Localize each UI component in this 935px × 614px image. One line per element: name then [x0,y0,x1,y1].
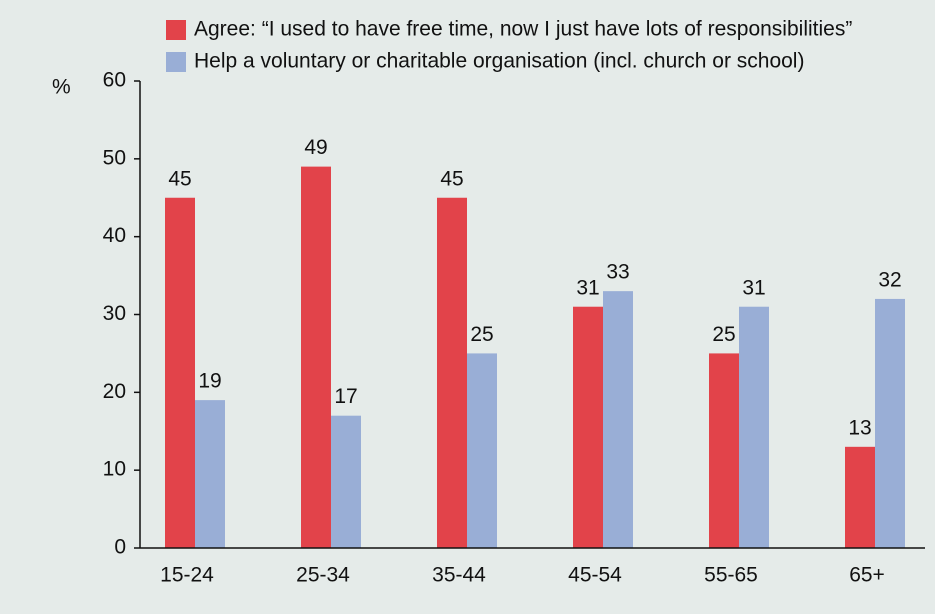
data-label: 25 [712,323,735,346]
data-label: 32 [878,268,901,291]
y-tick-label: 60 [103,69,126,92]
x-tick-label: 45-54 [568,564,622,587]
bar [709,353,739,548]
y-tick-label: 20 [103,380,126,403]
legend-swatch [166,20,186,40]
legend-label: Help a voluntary or charitable organisat… [194,50,804,73]
bar [573,306,603,548]
bar [301,166,331,548]
x-tick-label: 15-24 [160,564,214,587]
data-label: 13 [848,416,871,439]
y-tick-label: 50 [103,146,126,169]
data-label: 45 [168,167,191,190]
y-tick-label: 30 [103,302,126,325]
y-axis-label: % [52,76,71,99]
data-label: 19 [198,370,221,393]
y-tick-label: 40 [103,224,126,247]
bar [165,197,195,548]
bar [739,306,769,548]
y-tick-label: 0 [114,536,126,559]
x-tick-label: 25-34 [296,564,350,587]
data-label: 33 [606,261,629,284]
bar [437,197,467,548]
data-label: 49 [304,136,327,159]
y-tick-label: 10 [103,458,126,481]
bar [845,446,875,548]
data-label: 31 [576,276,599,299]
bar [603,291,633,548]
data-label: 31 [742,276,765,299]
legend-swatch [166,52,186,72]
data-label: 45 [440,167,463,190]
bar [467,353,497,548]
data-label: 25 [470,323,493,346]
data-label: 17 [334,385,357,408]
x-tick-label: 55-65 [704,564,758,587]
bar [331,415,361,548]
legend-label: Agree: “I used to have free time, now I … [194,18,852,41]
bar [875,298,905,548]
x-tick-label: 65+ [849,564,885,587]
bar [195,400,225,548]
x-tick-label: 35-44 [432,564,486,587]
